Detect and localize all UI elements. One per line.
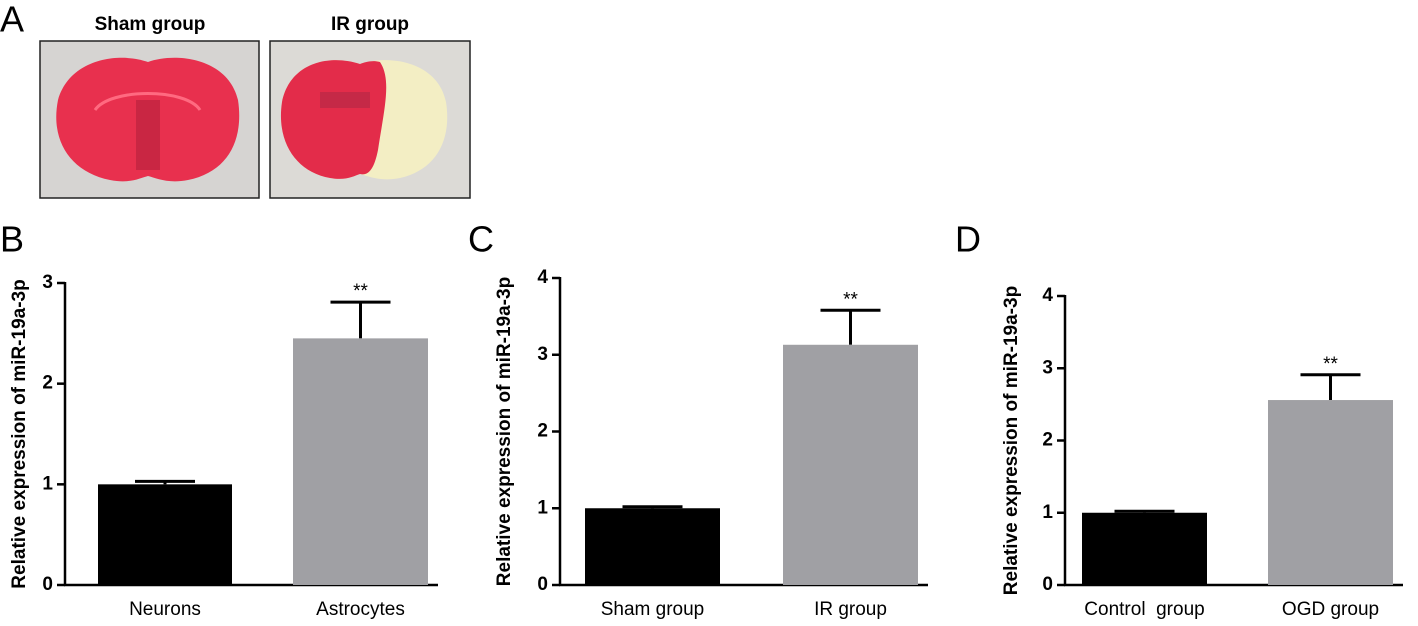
panel-letter: A: [0, 0, 24, 40]
y-tick-label: 3: [1042, 357, 1053, 378]
x-tick-label: Control group: [1084, 599, 1204, 620]
x-tick-label: Astrocytes: [316, 599, 405, 620]
panel-letter: B: [0, 219, 24, 260]
y-tick-label: 0: [537, 574, 548, 595]
sham-image: [39, 40, 260, 199]
y-axis-label: Relative expression of miR-19a-3p: [1001, 286, 1022, 595]
bar: [585, 508, 720, 585]
y-tick-label: 3: [42, 272, 53, 293]
y-tick-label: 2: [42, 373, 53, 394]
y-tick-label: 4: [537, 267, 548, 288]
x-tick-label: IR group: [814, 599, 887, 620]
significance-label: **: [843, 289, 858, 310]
bar: [293, 338, 428, 585]
y-axis-label: Relative expression of miR-19a-3p: [9, 279, 30, 588]
x-tick-label: Sham group: [601, 599, 705, 620]
panel-letter: D: [955, 219, 981, 260]
x-tick-label: Neurons: [129, 599, 201, 620]
y-tick-label: 0: [42, 574, 53, 595]
y-tick-label: 2: [1042, 430, 1053, 451]
bar: [1268, 400, 1393, 585]
y-tick-label: 4: [1042, 285, 1053, 306]
y-tick-label: 1: [42, 473, 53, 494]
y-tick-label: 1: [537, 497, 548, 518]
y-axis-label: Relative expression of miR-19a-3p: [494, 277, 515, 586]
bar: [98, 484, 232, 585]
image-title: Sham group: [95, 14, 206, 35]
bar: [783, 344, 918, 585]
y-tick-label: 1: [1042, 502, 1053, 523]
image-title: IR group: [331, 14, 409, 35]
significance-label: **: [353, 281, 368, 302]
significance-label: **: [1323, 354, 1338, 375]
y-tick-label: 3: [537, 344, 548, 365]
y-tick-label: 0: [1042, 574, 1053, 595]
x-tick-label: OGD group: [1282, 599, 1379, 620]
y-tick-label: 2: [537, 421, 548, 442]
bar: [1082, 512, 1207, 585]
panel-letter: C: [468, 219, 494, 260]
ir-image: [269, 40, 471, 199]
